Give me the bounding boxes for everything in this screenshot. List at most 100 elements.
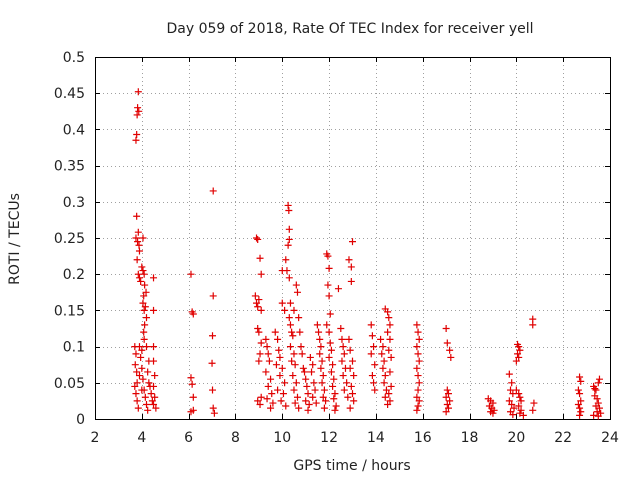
data-point [299,364,307,372]
data-point [442,393,450,401]
data-point [329,382,337,390]
data-point [303,382,311,390]
data-point [514,350,522,358]
data-point [286,343,294,351]
data-point [131,361,139,369]
data-point [368,372,376,380]
data-point [414,402,422,410]
data-point [319,372,327,380]
data-point [210,409,218,417]
data-point [327,346,335,354]
data-point [298,350,306,358]
data-point [189,393,197,401]
data-point [267,404,275,412]
data-point [577,397,585,405]
data-point [293,288,301,296]
data-point [295,314,303,322]
y-tick-label: 0.35 [54,159,85,175]
data-point [594,412,602,420]
data-point [278,364,286,372]
data-point [150,343,158,351]
data-point [509,390,517,398]
data-point [507,386,515,394]
data-point [281,306,289,314]
data-point [264,382,272,390]
data-point [515,390,523,398]
data-point [133,256,141,264]
data-point [288,328,296,336]
data-point [151,372,159,380]
data-point [309,393,317,401]
data-point [320,404,328,412]
data-point [135,247,143,255]
data-point [141,303,149,311]
data-point [593,395,601,403]
data-point [519,411,527,419]
data-point [142,288,150,296]
data-point [272,361,280,369]
data-point [274,335,282,343]
data-point [382,386,390,394]
data-point [529,406,537,414]
data-point [290,350,298,358]
data-point [380,357,388,365]
data-point [139,299,147,307]
data-point [315,328,323,336]
data-point [339,343,347,351]
data-point [209,292,217,300]
data-point [442,325,450,332]
data-point [517,397,525,405]
data-point [444,404,452,412]
data-point [380,379,388,387]
y-tick-label: 0.2 [63,267,85,283]
data-point [133,397,141,405]
data-point [509,411,517,419]
data-point [133,379,141,387]
data-point [276,372,284,380]
data-point [144,368,152,376]
data-point [415,357,423,365]
data-point [330,395,338,403]
data-point [209,332,217,340]
data-point [347,263,355,271]
x-tick-label: 14 [367,430,385,446]
data-point [150,357,158,365]
data-point [516,409,524,417]
data-point [263,343,271,351]
data-point [148,397,156,405]
data-point [340,386,348,394]
data-point [296,328,304,336]
x-tick-label: 8 [231,430,240,446]
data-point [292,379,300,387]
data-point [311,386,319,394]
data-point [292,281,300,289]
data-point [278,299,286,307]
y-tick-label: 0.05 [54,376,85,392]
x-axis-label: GPS time / hours [293,458,410,474]
data-point [326,339,334,347]
data-point [386,397,394,405]
data-point [338,357,346,365]
data-point [350,372,358,380]
data-point [257,270,265,278]
data-point [443,401,451,409]
data-point [379,364,387,372]
x-tick-label: 4 [137,430,146,446]
data-point [377,335,385,343]
x-tick-label: 22 [554,430,572,446]
data-point [371,361,379,369]
data-point [384,308,392,316]
data-point [295,404,303,412]
data-point [334,285,342,293]
data-point [279,390,287,398]
data-point [285,314,293,322]
data-point [262,335,270,343]
data-point [384,401,392,409]
data-point [135,107,143,115]
data-point [138,346,146,354]
data-point [512,357,520,365]
data-point [318,357,326,365]
data-point [291,361,299,369]
data-point [254,235,262,243]
data-point [256,254,264,262]
